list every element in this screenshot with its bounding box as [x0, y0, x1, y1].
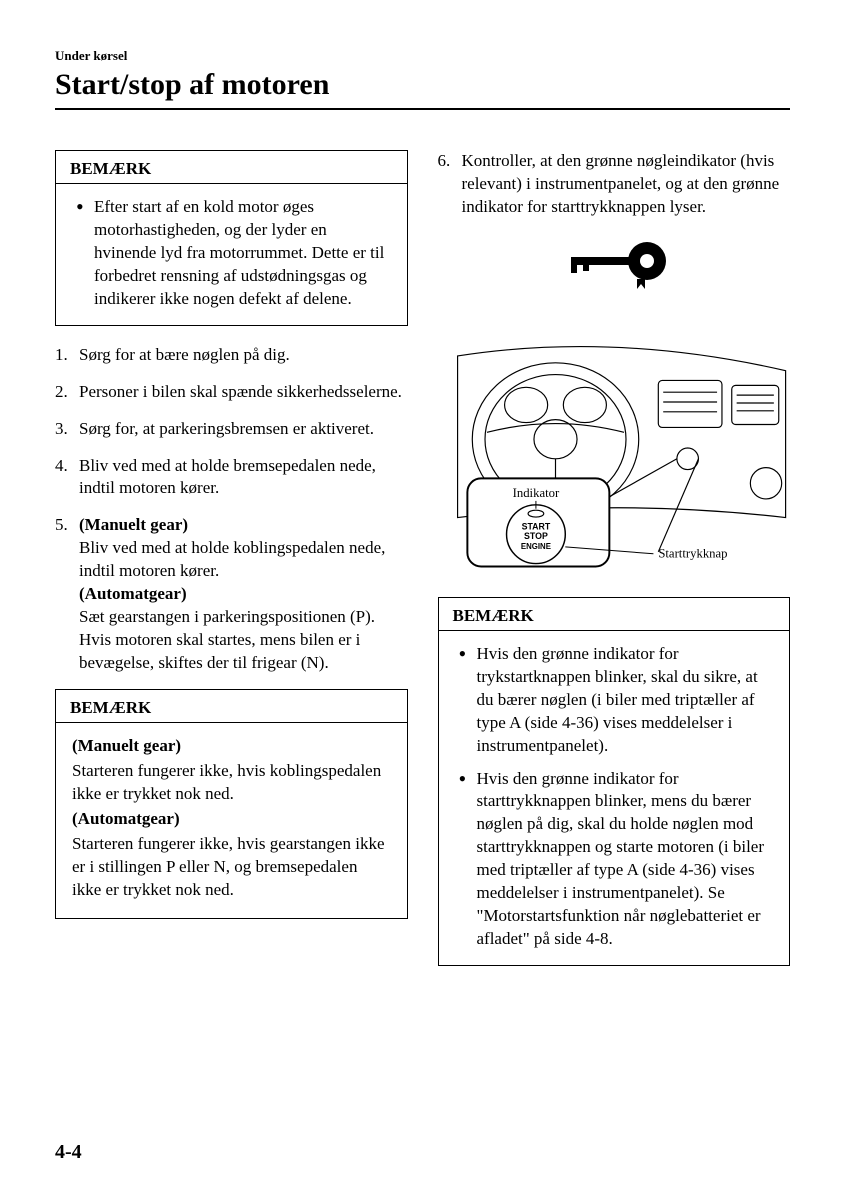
right-column: Kontroller, at den grønne nøgleindikator…	[438, 150, 791, 984]
button-text-3: ENGINE	[520, 542, 550, 551]
button-text-1: START	[521, 521, 550, 531]
steps-list-right: Kontroller, at den grønne nøgleindikator…	[438, 150, 791, 219]
note-body: Hvis den grønne indikator for trykstartk…	[439, 631, 790, 965]
page-title: Start/stop af motoren	[55, 68, 790, 110]
step-3: Sørg for, at parkeringsbremsen er aktive…	[55, 418, 408, 441]
note-bullet: Hvis den grønne indikator for starttrykk…	[455, 768, 774, 952]
step-5: (Manuelt gear) Bliv ved med at holde kob…	[55, 514, 408, 675]
left-column: BEMÆRK Efter start af en kold motor øges…	[55, 150, 408, 984]
step-6: Kontroller, at den grønne nøgleindikator…	[438, 150, 791, 219]
dashboard-illustration: Indikator START STOP ENGINE Starttrykkna…	[438, 324, 791, 574]
note-body: Efter start af en kold motor øges motorh…	[56, 184, 407, 325]
auto-text: Starteren fungerer ikke, hvis gearstange…	[72, 833, 391, 902]
note-bullet: Efter start af en kold motor øges motorh…	[72, 196, 391, 311]
step-1: Sørg for at bære nøglen på dig.	[55, 344, 408, 367]
page-header: Under kørsel Start/stop af motoren	[55, 48, 790, 110]
page-number: 4-4	[55, 1141, 82, 1164]
manual-text: Starteren fungerer ikke, hvis koblingspe…	[72, 760, 391, 806]
note-header: BEMÆRK	[56, 690, 407, 723]
indicator-label: Indikator	[512, 486, 559, 500]
note-bullet: Hvis den grønne indikator for trykstartk…	[455, 643, 774, 758]
steps-list: Sørg for at bære nøglen på dig. Personer…	[55, 344, 408, 675]
note-body: (Manuelt gear) Starteren fungerer ikke, …	[56, 723, 407, 918]
manual-text: Bliv ved med at holde koblingspedalen ne…	[79, 537, 408, 583]
step-2: Personer i bilen skal spænde sikkerhedss…	[55, 381, 408, 404]
step-4: Bliv ved med at holde bremsepedalen nede…	[55, 455, 408, 501]
note-header: BEMÆRK	[439, 598, 790, 631]
manual-label: (Manuelt gear)	[79, 514, 408, 537]
start-button-label: Starttrykknap	[658, 547, 727, 561]
key-icon	[559, 239, 669, 294]
breadcrumb: Under kørsel	[55, 48, 790, 64]
note-box-3: BEMÆRK Hvis den grønne indikator for try…	[438, 597, 791, 966]
auto-text: Sæt gearstangen i parkeringspositionen (…	[79, 606, 408, 675]
auto-label: (Automatgear)	[72, 808, 391, 831]
note-header: BEMÆRK	[56, 151, 407, 184]
note-box-2: BEMÆRK (Manuelt gear) Starteren fungerer…	[55, 689, 408, 919]
note-box-1: BEMÆRK Efter start af en kold motor øges…	[55, 150, 408, 326]
button-text-2: STOP	[524, 531, 548, 541]
manual-label: (Manuelt gear)	[72, 735, 391, 758]
content-columns: BEMÆRK Efter start af en kold motor øges…	[55, 150, 790, 984]
auto-label: (Automatgear)	[79, 583, 408, 606]
